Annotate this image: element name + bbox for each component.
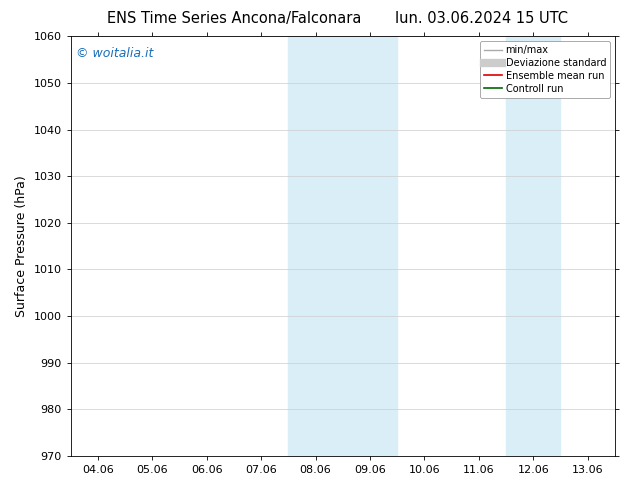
Text: © woitalia.it: © woitalia.it (76, 47, 153, 60)
Bar (506, 36, 560, 456)
Text: lun. 03.06.2024 15 UTC: lun. 03.06.2024 15 UTC (396, 11, 568, 26)
Legend: min/max, Deviazione standard, Ensemble mean run, Controll run: min/max, Deviazione standard, Ensemble m… (481, 41, 610, 98)
Y-axis label: Surface Pressure (hPa): Surface Pressure (hPa) (15, 175, 28, 317)
Bar (288, 36, 343, 456)
Bar (343, 36, 397, 456)
Text: ENS Time Series Ancona/Falconara: ENS Time Series Ancona/Falconara (107, 11, 362, 26)
